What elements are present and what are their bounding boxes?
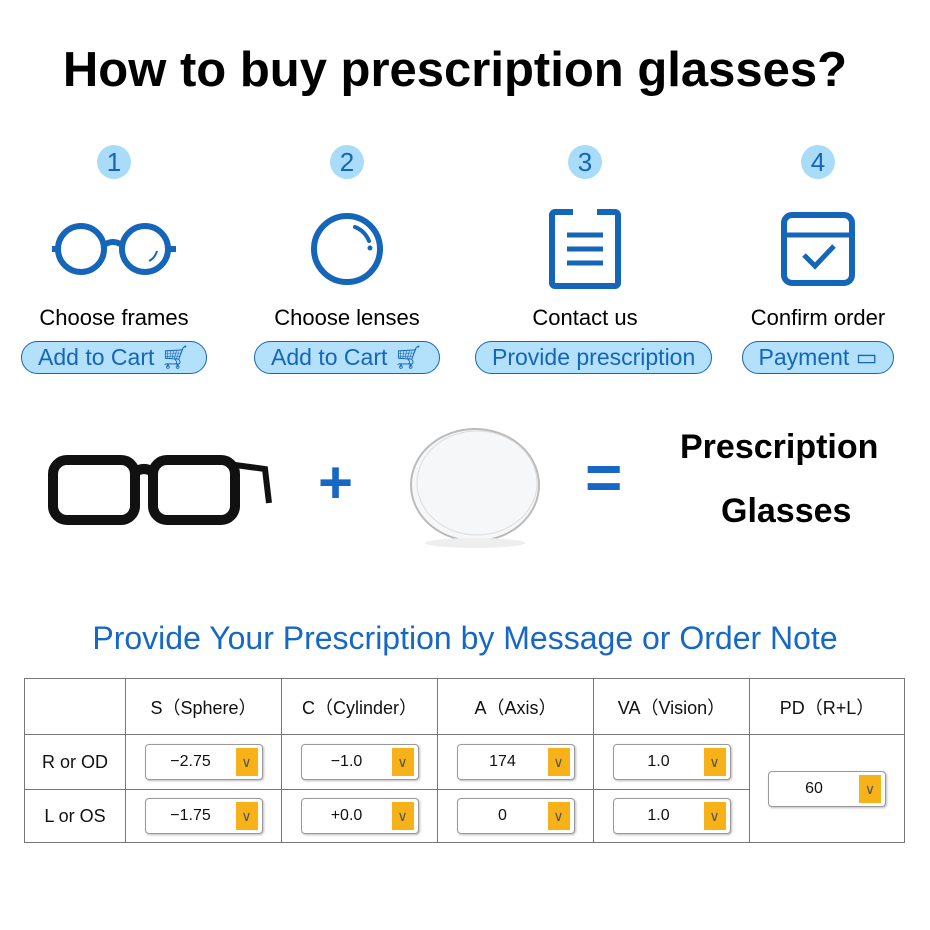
sphere-left-select[interactable]: −1.75 ∨	[144, 798, 263, 834]
payment-button[interactable]: Payment ▭	[741, 341, 895, 374]
result-line-2: Glasses	[721, 492, 852, 530]
cart-icon: 🛒︎	[393, 344, 423, 370]
step-label: Contact us	[532, 305, 638, 330]
header-cell: VA（Vision）	[593, 678, 750, 735]
sphere-right-select[interactable]: −2.75 ∨	[144, 744, 263, 780]
step-1: 1 Choose frames Add to Cart 🛒︎	[4, 145, 224, 374]
step-2: 2 Choose lenses Add to Cart 🛒︎	[237, 145, 457, 374]
box-check-icon	[708, 199, 928, 299]
header-cell: C（Cylinder）	[281, 678, 438, 735]
equals-sign: =	[585, 441, 623, 513]
step-label: Choose frames	[39, 305, 189, 330]
card-icon: ▭	[855, 344, 878, 370]
round-glasses-icon	[4, 199, 224, 299]
chevron-down-icon: ∨	[703, 802, 726, 830]
black-frame-glasses-image	[45, 450, 275, 535]
chevron-down-icon: ∨	[547, 802, 570, 830]
header-cell: S（Sphere）	[125, 678, 282, 735]
cylinder-left-select[interactable]: +0.0 ∨	[300, 798, 419, 834]
add-to-cart-button[interactable]: Add to Cart 🛒︎	[254, 341, 440, 374]
chevron-down-icon: ∨	[859, 774, 881, 803]
step-number: 1	[97, 145, 131, 179]
cart-icon: 🛒︎	[160, 344, 190, 370]
pd-select[interactable]: 60 ∨	[768, 770, 886, 807]
chevron-down-icon: ∨	[703, 748, 726, 776]
page-title: How to buy prescription glasses?	[62, 43, 848, 97]
prescription-table: S（Sphere） C（Cylinder） A（Axis） VA（Vision）…	[24, 678, 905, 843]
step-label: Choose lenses	[274, 305, 420, 330]
chevron-down-icon: ∨	[547, 748, 570, 776]
step-4: 4 Confirm order Payment ▭	[708, 145, 928, 374]
row-label: L or OS	[24, 789, 126, 843]
chevron-down-icon: ∨	[391, 802, 414, 830]
step-number: 3	[568, 145, 602, 179]
chevron-down-icon: ∨	[391, 748, 414, 776]
axis-right-select[interactable]: 174 ∨	[456, 744, 575, 780]
chevron-down-icon: ∨	[235, 802, 258, 830]
provide-prescription-button[interactable]: Provide prescription	[475, 341, 713, 374]
add-to-cart-button[interactable]: Add to Cart 🛒︎	[21, 341, 207, 374]
plus-sign: +	[318, 449, 354, 516]
lens-image	[405, 425, 545, 555]
vision-left-select[interactable]: 1.0 ∨	[612, 798, 731, 834]
row-label: R or OD	[24, 734, 126, 790]
step-number: 4	[801, 145, 835, 179]
clipboard-icon	[475, 199, 695, 299]
step-number: 2	[330, 145, 364, 179]
step-label: Confirm order	[750, 305, 886, 330]
chevron-down-icon: ∨	[235, 748, 258, 776]
header-cell: A（Axis）	[437, 678, 594, 735]
header-cell	[24, 678, 126, 735]
result-line-1: Prescription	[680, 428, 879, 466]
step-3: 3 Contact us Provide prescription	[475, 145, 713, 374]
header-cell: PD（R+L）	[749, 678, 905, 735]
cylinder-right-select[interactable]: −1.0 ∨	[300, 744, 419, 780]
lens-icon	[237, 199, 457, 299]
vision-right-select[interactable]: 1.0 ∨	[612, 744, 731, 780]
axis-left-select[interactable]: 0 ∨	[456, 798, 575, 834]
subtitle: Provide Your Prescription by Message or …	[92, 620, 838, 656]
